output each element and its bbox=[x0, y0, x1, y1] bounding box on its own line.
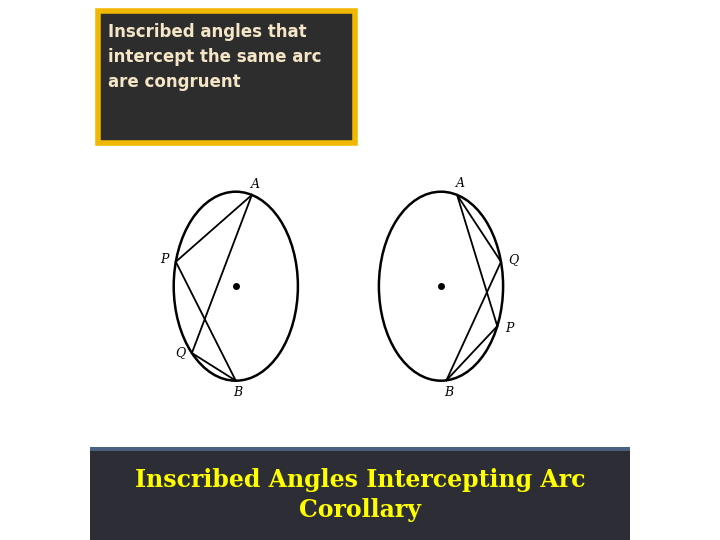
FancyBboxPatch shape bbox=[98, 11, 355, 143]
Text: Inscribed angles that
intercept the same arc
are congruent: Inscribed angles that intercept the same… bbox=[108, 23, 321, 91]
Text: P: P bbox=[160, 253, 168, 266]
FancyBboxPatch shape bbox=[90, 447, 630, 451]
Text: Q: Q bbox=[508, 253, 518, 266]
FancyBboxPatch shape bbox=[90, 451, 630, 540]
Text: Q: Q bbox=[175, 347, 185, 360]
Text: B: B bbox=[444, 386, 453, 399]
Text: A: A bbox=[456, 177, 465, 190]
Text: B: B bbox=[233, 386, 243, 399]
Text: A: A bbox=[251, 178, 260, 191]
Text: Inscribed Angles Intercepting Arc
Corollary: Inscribed Angles Intercepting Arc Coroll… bbox=[135, 468, 585, 522]
Text: P: P bbox=[505, 322, 513, 335]
